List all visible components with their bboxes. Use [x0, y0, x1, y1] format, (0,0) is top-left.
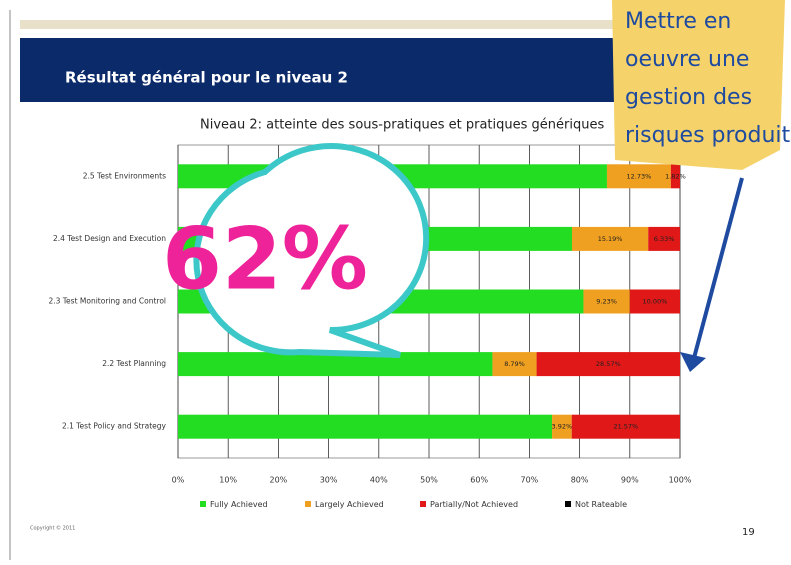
value-label: 1.82%	[665, 172, 686, 180]
y-tick-label: 2.2 Test Planning	[102, 359, 166, 368]
y-tick-label: 2.5 Test Environments	[83, 171, 166, 180]
x-tick-label: 50%	[420, 476, 438, 485]
value-label: 9.23%	[596, 298, 617, 306]
x-tick-label: 40%	[370, 476, 388, 485]
legend-swatch	[420, 501, 426, 507]
value-label: 8.79%	[504, 360, 525, 368]
x-tick-label: 20%	[270, 476, 288, 485]
value-label: 12.73%	[627, 172, 652, 180]
x-tick-label: 30%	[320, 476, 338, 485]
x-tick-label: 60%	[470, 476, 488, 485]
value-label: 6.33%	[654, 235, 675, 243]
y-tick-label: 2.1 Test Policy and Strategy	[62, 422, 167, 431]
x-tick-label: 0%	[172, 476, 185, 485]
copyright: Copyright © 2011	[30, 525, 75, 532]
legend-label: Largely Achieved	[315, 500, 384, 509]
x-tick-label: 70%	[521, 476, 539, 485]
bar-segment	[178, 415, 552, 439]
y-tick-label: 2.3 Test Monitoring and Control	[48, 297, 166, 306]
note-line: oeuvre une	[625, 47, 749, 72]
legend-swatch	[200, 501, 206, 507]
value-label: 28.57%	[596, 360, 621, 368]
callout-text: 62%	[162, 209, 368, 309]
page-number: 19	[742, 527, 755, 538]
note-line: Mettre en	[625, 9, 731, 34]
chart-title: Niveau 2: atteinte des sous-pratiques et…	[200, 118, 604, 133]
value-label: 21.57%	[613, 423, 638, 431]
note-line: risques produit	[625, 123, 791, 148]
x-tick-label: 80%	[571, 476, 589, 485]
x-tick-label: 10%	[219, 476, 237, 485]
legend-label: Not Rateable	[575, 500, 627, 509]
legend-label: Fully Achieved	[210, 500, 268, 509]
x-tick-label: 90%	[621, 476, 639, 485]
header-strip	[20, 20, 620, 29]
y-tick-label: 2.4 Test Design and Execution	[53, 234, 166, 243]
value-label: 10.00%	[643, 298, 668, 306]
slide-title: Résultat général pour le niveau 2	[65, 69, 348, 87]
legend-label: Partially/Not Achieved	[430, 500, 518, 509]
slide: Résultat général pour le niveau 2 Niveau…	[0, 0, 791, 565]
value-label: 3.92%	[552, 423, 573, 431]
legend-swatch	[305, 501, 311, 507]
x-tick-label: 100%	[669, 476, 692, 485]
note-line: gestion des	[625, 85, 752, 110]
legend-swatch	[565, 501, 571, 507]
value-label: 15.19%	[598, 235, 623, 243]
